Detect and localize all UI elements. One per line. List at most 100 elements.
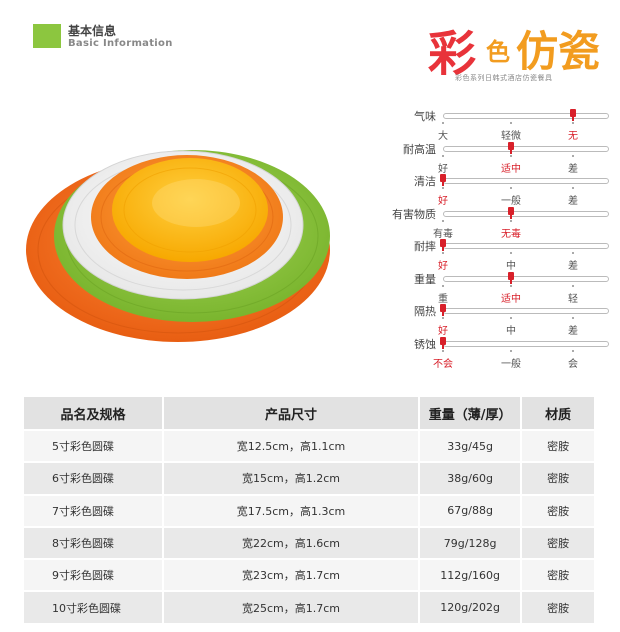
brand-char-4: 瓷 <box>558 27 601 76</box>
property-row: 隔热好 中 差 <box>340 295 610 337</box>
cell-material: 密胺 <box>521 493 596 527</box>
rating-tick <box>572 252 574 254</box>
rating-tick <box>572 154 574 157</box>
rating-track <box>443 275 609 282</box>
rating-option: 一般 <box>501 196 521 207</box>
property-label: 重量 <box>414 272 436 286</box>
cell-name: 9寸彩色圆碟 <box>24 558 165 592</box>
cell-material: 密胺 <box>521 525 596 560</box>
brand-char-1: 彩 <box>428 26 477 82</box>
rating-track <box>443 113 609 119</box>
rating-tick <box>510 154 512 157</box>
cell-material: 密胺 <box>521 590 596 623</box>
rating-option: 好 <box>438 163 448 175</box>
rating-option: 好 <box>438 196 448 207</box>
rating-track <box>443 145 609 152</box>
rating-track <box>443 210 609 217</box>
rating-option: 重 <box>438 293 448 305</box>
table-row: 10寸彩色圆碟 宽25cm，高1.7cm 120g/202g 密胺 <box>24 590 596 623</box>
property-row: 有害物质 有毒 无毒 <box>340 198 610 240</box>
spec-table: 品名及规格 产品尺寸 重量（薄/厚） 材质 5寸彩色圆碟 宽12.5cm，高1.… <box>24 397 596 623</box>
table-row: 9寸彩色圆碟 宽23cm，高1.7cm 112g/160g 密胺 <box>24 558 596 592</box>
properties-panel: 气味大轻微无耐高温好适中差清洁好一般差有害物质 有毒 无毒 耐摔好中差重量重适中轻隔热… <box>340 100 610 375</box>
rating-option: 适中 <box>501 293 521 305</box>
rating-option: 轻 <box>568 293 578 305</box>
rating-tick <box>442 349 444 352</box>
table-header-row: 品名及规格 产品尺寸 重量（薄/厚） 材质 <box>24 397 596 430</box>
rating-option: 有毒 <box>433 228 453 240</box>
cell-material: 密胺 <box>521 461 596 495</box>
rating-tick <box>572 317 574 319</box>
cell-name: 10寸彩色圆碟 <box>24 590 165 623</box>
header-weight: 重量（薄/厚） <box>418 397 523 430</box>
rating-marker-icon <box>570 109 576 121</box>
stacked-plates-image <box>26 150 330 342</box>
rating-option: 不会 <box>433 358 453 370</box>
cell-size: 宽25cm，高1.7cm <box>163 590 420 623</box>
table-row: 8寸彩色圆碟 宽22cm，高1.6cm 79g/128g 密胺 <box>24 525 596 560</box>
rating-tick <box>510 187 512 189</box>
brand-subtitle: 彩色系列日韩式酒店仿瓷餐具 <box>455 74 553 82</box>
property-row: 清洁好一般差 <box>340 165 610 207</box>
cell-weight: 79g/128g <box>418 525 523 560</box>
plate-yellow <box>112 158 268 262</box>
cell-weight: 38g/60g <box>418 461 523 495</box>
rating-marker-icon <box>440 174 446 186</box>
rating-option: 差 <box>568 326 578 337</box>
rating-option: 轻微 <box>501 131 521 142</box>
property-label: 气味 <box>414 110 436 123</box>
cell-size: 宽12.5cm，高1.1cm <box>163 428 420 463</box>
rating-tick <box>510 284 512 287</box>
cell-size: 宽23cm，高1.7cm <box>163 558 420 592</box>
property-label: 隔热 <box>414 305 436 318</box>
property-label: 耐高温 <box>403 142 436 156</box>
cell-material: 密胺 <box>521 558 596 592</box>
rating-track <box>443 340 609 347</box>
table-row: 5寸彩色圆碟 宽12.5cm，高1.1cm 33g/45g 密胺 <box>24 428 596 463</box>
rating-option: 一般 <box>501 358 521 370</box>
rating-option: 大 <box>438 131 448 142</box>
cell-weight: 67g/88g <box>418 493 523 527</box>
cell-name: 7寸彩色圆碟 <box>24 493 165 527</box>
rating-tick <box>442 187 444 189</box>
rating-option: 中 <box>506 326 516 337</box>
rating-option: 无 <box>568 131 578 142</box>
rating-tick <box>510 219 512 222</box>
rating-marker-icon <box>440 304 446 316</box>
rating-marker-icon <box>440 336 446 349</box>
rating-marker-icon <box>508 271 514 284</box>
header-size: 产品尺寸 <box>163 397 420 430</box>
rating-marker-icon <box>440 239 446 251</box>
cell-name: 5寸彩色圆碟 <box>24 428 165 463</box>
brand-char-2: 色 <box>486 38 510 66</box>
rating-option: 差 <box>568 261 578 272</box>
rating-option: 差 <box>568 196 578 207</box>
property-row: 气味大 轻微 无 <box>340 100 610 142</box>
rating-tick <box>442 284 444 287</box>
brand-logo: 彩 色 仿 瓷 <box>428 14 600 82</box>
cell-size: 宽22cm，高1.6cm <box>163 525 420 560</box>
header-material: 材质 <box>521 397 596 430</box>
cell-weight: 112g/160g <box>418 558 523 592</box>
rating-tick <box>572 122 574 124</box>
rating-tick <box>572 284 574 287</box>
rating-marker-icon <box>508 206 514 219</box>
rating-tick <box>510 349 512 352</box>
rating-option: 好 <box>438 261 448 272</box>
property-row: 耐摔好 中 差 <box>340 230 610 272</box>
cell-size: 宽17.5cm，高1.3cm <box>163 493 420 527</box>
cell-name: 8寸彩色圆碟 <box>24 525 165 560</box>
rating-track <box>443 308 609 314</box>
rating-track <box>443 243 609 249</box>
brand-char-3: 仿 <box>516 27 559 76</box>
rating-tick <box>442 252 444 254</box>
rating-tick <box>442 122 444 124</box>
rating-option: 好 <box>438 326 448 337</box>
rating-option: 无毒 <box>501 228 521 240</box>
property-row: 耐高温好 适中 差 <box>340 133 610 175</box>
rating-option: 差 <box>568 163 578 175</box>
property-row: 锈蚀 不会 一般 会 <box>340 328 610 370</box>
property-row: 重量重 适中 轻 <box>340 263 610 305</box>
cell-size: 宽15cm，高1.2cm <box>163 461 420 495</box>
rating-tick <box>510 317 512 319</box>
